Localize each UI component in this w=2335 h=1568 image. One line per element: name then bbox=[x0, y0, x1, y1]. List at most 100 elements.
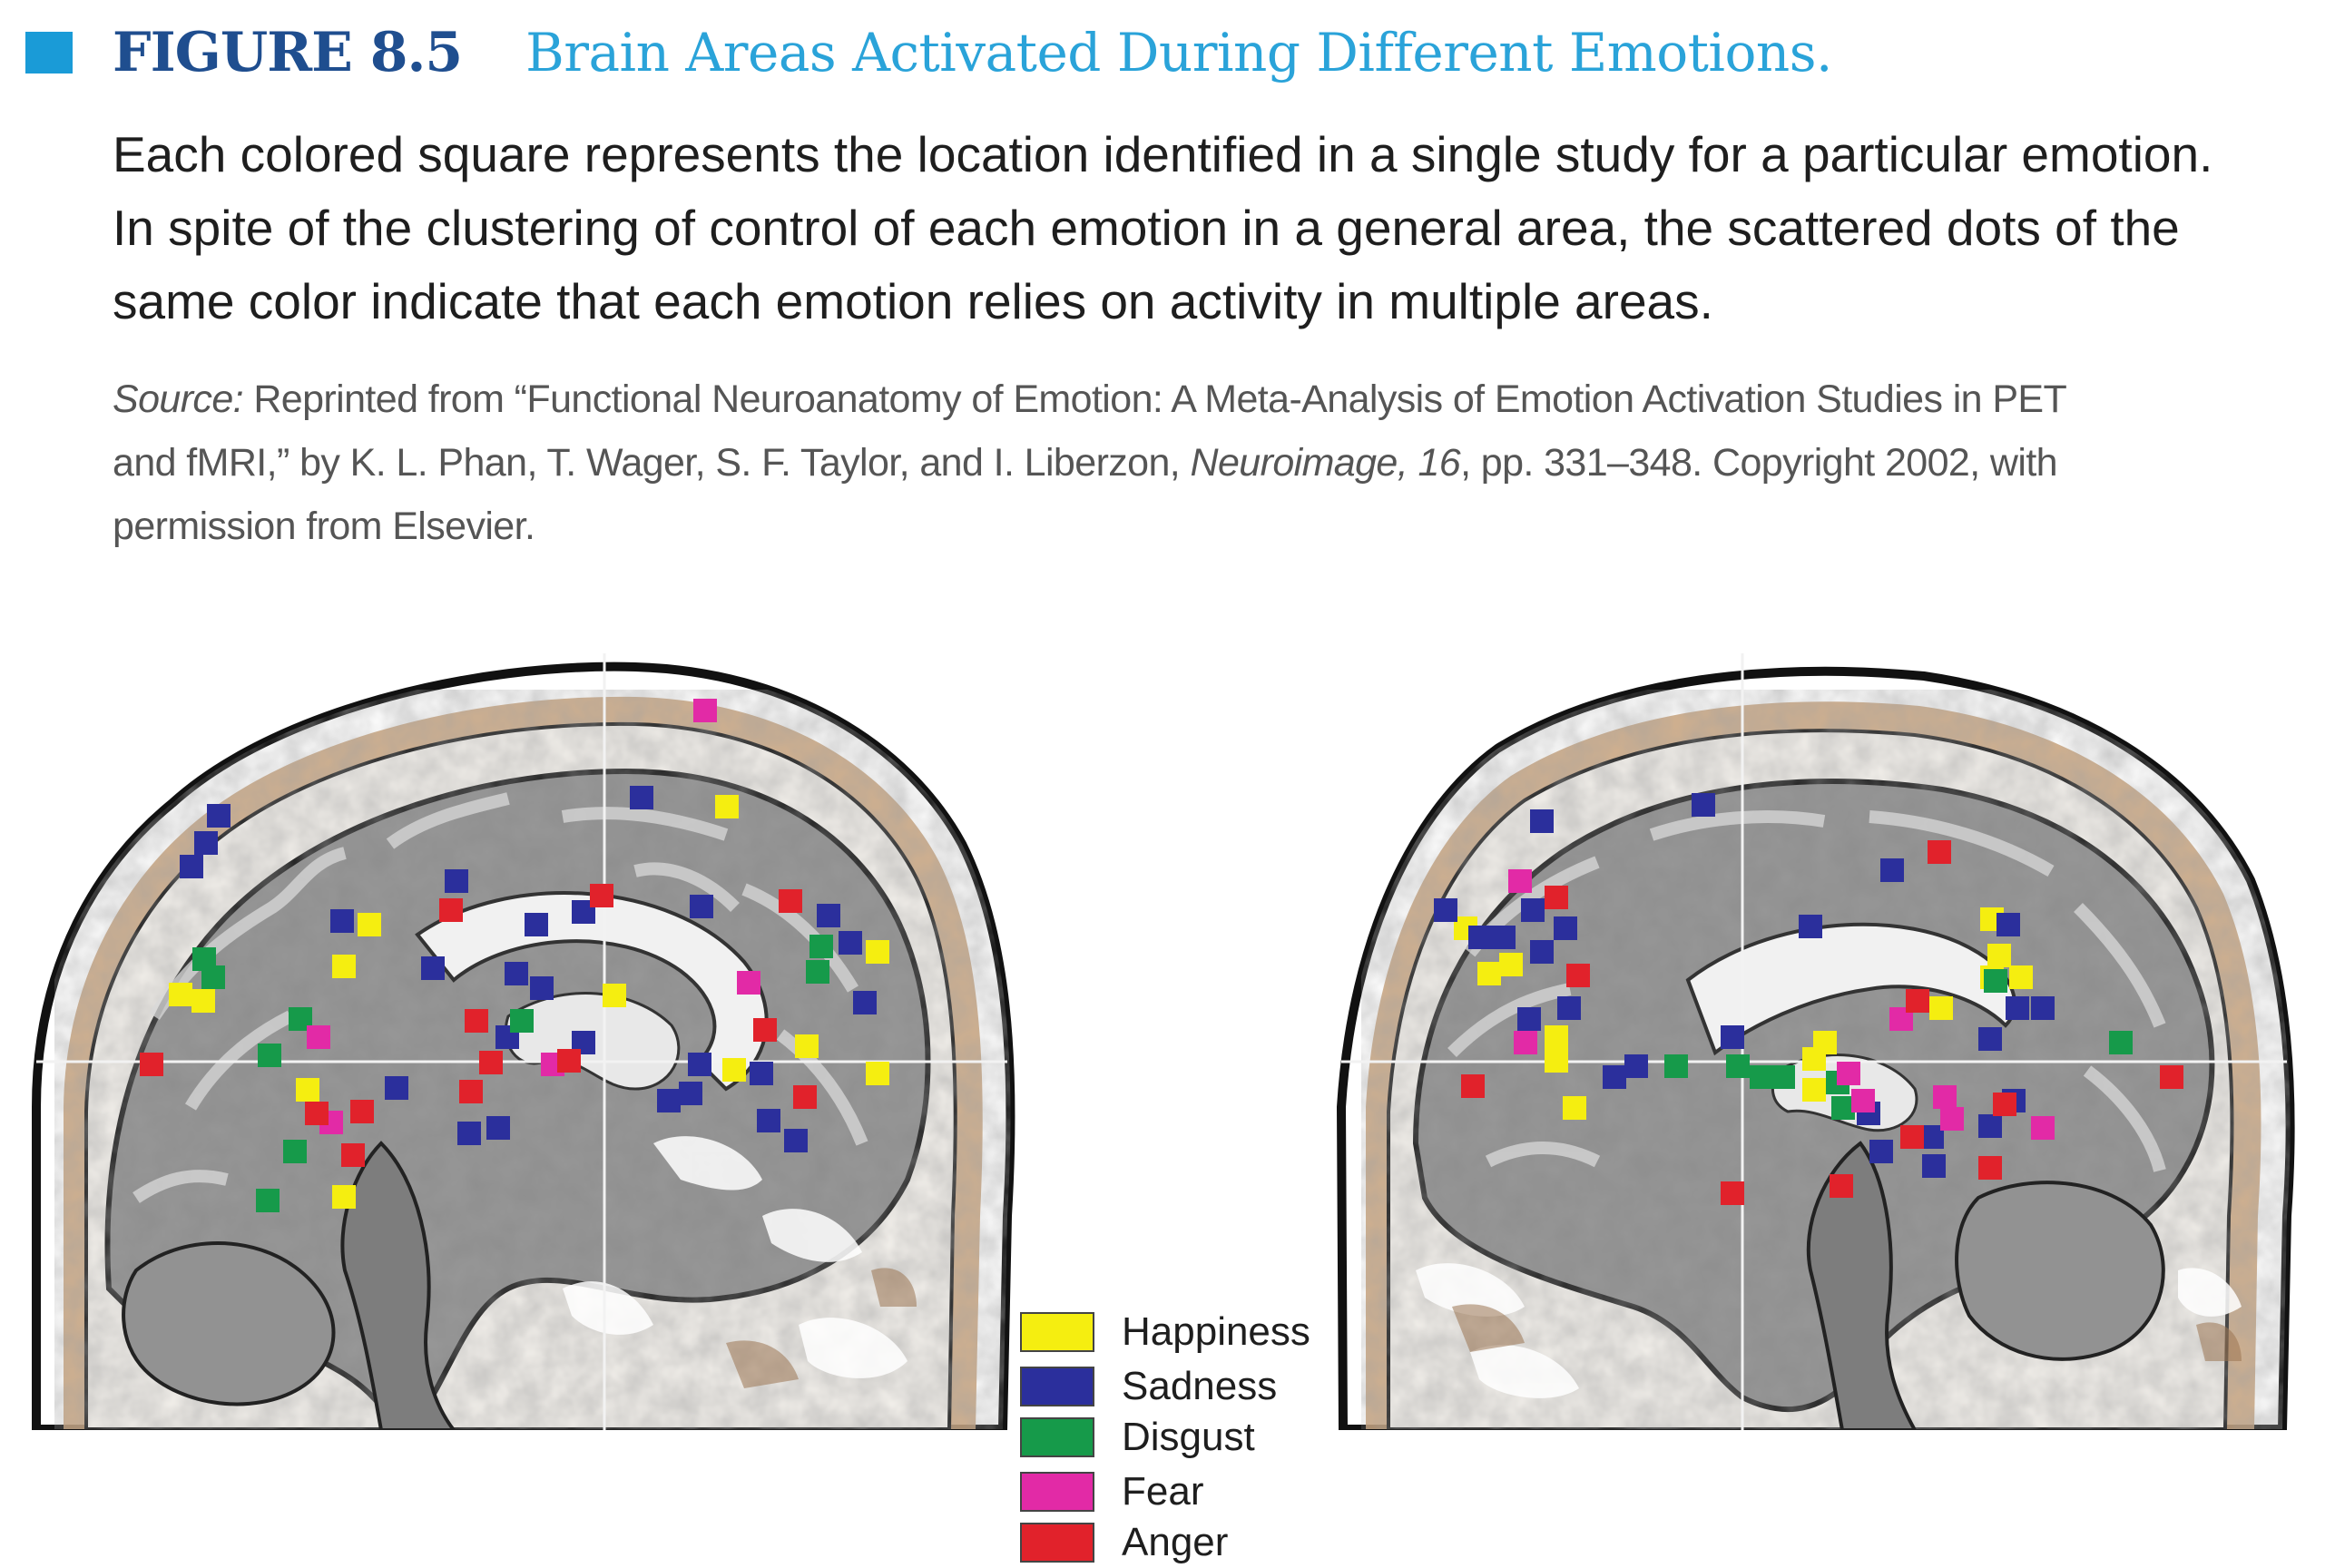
anger-marker bbox=[1978, 1156, 2002, 1180]
disgust-marker bbox=[258, 1044, 281, 1067]
happiness-marker bbox=[1477, 962, 1501, 985]
happiness-marker bbox=[715, 795, 739, 818]
legend-swatch-happiness bbox=[1020, 1312, 1094, 1352]
disgust-marker bbox=[806, 960, 829, 984]
anger-marker bbox=[1721, 1181, 1744, 1205]
sadness-marker bbox=[180, 855, 203, 878]
left-brain-sagittal-slice bbox=[32, 653, 1015, 1430]
anger-marker bbox=[753, 1018, 777, 1042]
sadness-marker bbox=[1799, 915, 1822, 938]
figure-caption: Each colored square represents the locat… bbox=[113, 118, 2318, 338]
sadness-marker bbox=[1468, 926, 1492, 949]
disgust-marker bbox=[1984, 969, 2007, 993]
sadness-marker bbox=[207, 804, 231, 828]
fear-marker bbox=[2031, 1116, 2055, 1140]
anger-marker bbox=[1928, 840, 1951, 864]
legend-label: Anger bbox=[1122, 1520, 1229, 1564]
figure-label: FIGURE 8.5 bbox=[113, 21, 463, 84]
sadness-marker bbox=[1978, 1114, 2002, 1138]
disgust-marker bbox=[809, 935, 833, 958]
figure-page: FIGURE 8.5 Brain Areas Activated During … bbox=[0, 16, 2335, 1564]
caption-line: In spite of the clustering of control of… bbox=[113, 200, 2180, 256]
sadness-marker bbox=[2031, 996, 2055, 1020]
disgust-marker bbox=[1664, 1054, 1688, 1078]
anger-marker bbox=[465, 1009, 488, 1033]
fear-marker bbox=[693, 699, 717, 722]
anger-marker bbox=[350, 1100, 374, 1123]
disgust-marker bbox=[283, 1140, 307, 1163]
sadness-marker bbox=[1530, 809, 1554, 833]
sadness-marker bbox=[1978, 1027, 2002, 1051]
fear-marker bbox=[1933, 1085, 1957, 1109]
legend-item-sadness: Sadness bbox=[1020, 1361, 1277, 1412]
disgust-marker bbox=[1750, 1065, 1773, 1089]
happiness-marker bbox=[1987, 944, 2011, 967]
happiness-marker bbox=[1802, 1078, 1826, 1102]
sadness-marker bbox=[817, 904, 840, 927]
sadness-marker bbox=[1521, 898, 1545, 922]
happiness-marker bbox=[2009, 965, 2033, 989]
happiness-marker bbox=[1563, 1096, 1586, 1120]
caption-line: Each colored square represents the locat… bbox=[113, 126, 2213, 182]
anger-marker bbox=[459, 1080, 483, 1103]
disgust-marker bbox=[510, 1009, 534, 1033]
happiness-marker bbox=[866, 940, 889, 964]
figure-header: FIGURE 8.5 Brain Areas Activated During … bbox=[25, 16, 1832, 89]
anger-marker bbox=[341, 1143, 365, 1167]
sadness-marker bbox=[1603, 1065, 1626, 1089]
anger-marker bbox=[305, 1102, 329, 1125]
sadness-marker bbox=[457, 1122, 481, 1145]
brain-images: Happiness Sadness Disgust Fear Anger bbox=[0, 635, 2335, 1564]
happiness-marker bbox=[1929, 996, 1953, 1020]
source-text: , pp. 331–348. Copyright 2002, with bbox=[1460, 441, 2058, 485]
legend-item-fear: Fear bbox=[1020, 1466, 1203, 1517]
sadness-marker bbox=[679, 1082, 702, 1105]
fear-marker bbox=[307, 1025, 330, 1049]
sadness-marker bbox=[445, 869, 468, 893]
anger-marker bbox=[557, 1049, 581, 1073]
sadness-marker bbox=[1721, 1025, 1744, 1049]
anger-marker bbox=[479, 1051, 503, 1074]
fear-marker bbox=[1940, 1107, 1964, 1131]
anger-marker bbox=[1461, 1074, 1485, 1098]
sadness-marker bbox=[1624, 1054, 1648, 1078]
sadness-marker bbox=[784, 1129, 808, 1152]
sadness-marker bbox=[421, 956, 445, 980]
happiness-marker bbox=[296, 1078, 319, 1102]
sadness-marker bbox=[486, 1116, 510, 1140]
figure-title: Brain Areas Activated During Different E… bbox=[525, 22, 1832, 83]
anger-marker bbox=[1830, 1174, 1853, 1198]
source-journal: Neuroimage, 16 bbox=[1190, 441, 1461, 485]
happiness-marker bbox=[191, 989, 215, 1013]
figure-marker-square bbox=[25, 32, 73, 74]
brain-scans-svg bbox=[32, 653, 2295, 1430]
legend-label: Disgust bbox=[1122, 1415, 1255, 1459]
anger-marker bbox=[1566, 964, 1590, 987]
happiness-marker bbox=[169, 983, 192, 1006]
legend-swatch-anger bbox=[1020, 1523, 1094, 1563]
sadness-marker bbox=[385, 1076, 408, 1100]
happiness-marker bbox=[1545, 1049, 1568, 1073]
sadness-marker bbox=[757, 1109, 780, 1132]
sadness-marker bbox=[194, 831, 218, 855]
happiness-marker bbox=[603, 984, 626, 1007]
happiness-marker bbox=[1813, 1031, 1837, 1054]
legend-item-disgust: Disgust bbox=[1020, 1412, 1255, 1463]
anger-marker bbox=[2160, 1065, 2183, 1089]
happiness-marker bbox=[866, 1062, 889, 1085]
sadness-marker bbox=[1517, 1007, 1541, 1031]
legend-item-happiness: Happiness bbox=[1020, 1307, 1310, 1357]
happiness-marker bbox=[332, 1185, 356, 1209]
fear-marker bbox=[1851, 1089, 1875, 1112]
sadness-marker bbox=[505, 962, 528, 985]
legend-label: Fear bbox=[1122, 1469, 1204, 1514]
sadness-marker bbox=[1869, 1140, 1893, 1163]
disgust-marker bbox=[2109, 1031, 2133, 1054]
anger-marker bbox=[439, 898, 463, 922]
sadness-marker bbox=[1554, 916, 1577, 940]
happiness-marker bbox=[722, 1058, 746, 1082]
anger-marker bbox=[590, 884, 613, 907]
happiness-marker bbox=[358, 913, 381, 936]
fear-marker bbox=[737, 971, 760, 995]
sadness-marker bbox=[630, 786, 653, 809]
